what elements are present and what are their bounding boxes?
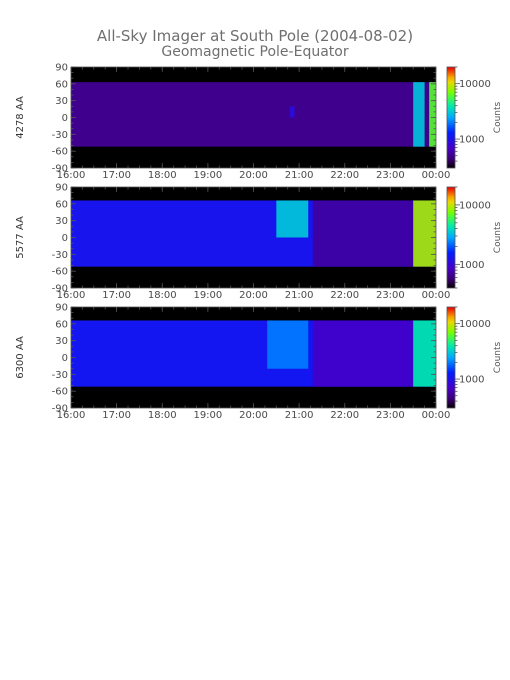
colorbar [447,67,455,168]
y-tick-label: 90 [55,303,68,314]
colorbar-tick-label: 1000 [459,260,484,271]
y-tick-label: 60 [55,319,68,330]
y-tick-label: 90 [55,183,68,194]
colorbar-label: Counts [493,221,503,253]
x-tick-label: 16:00 [57,170,86,181]
x-tick-label: 19:00 [193,170,222,181]
colorbar-frame [446,186,456,289]
y-tick-label: -30 [52,130,68,141]
colorbar-frame [446,66,456,169]
y-tick-label: 90 [55,63,68,74]
y-tick-label: -60 [52,147,68,158]
y-tick-label: -90 [52,164,68,175]
x-tick-label: 18:00 [148,170,177,181]
heatmap-feature [413,320,436,387]
colorbar-label: Counts [493,101,503,133]
heatmap-band [71,82,436,147]
y-tick-label: 30 [55,216,68,227]
colorbar [447,187,455,288]
x-tick-label: 21:00 [285,290,314,301]
colorbar-tick-label: 10000 [459,200,491,211]
heatmap-feature [267,320,309,369]
panel-label: 5577 AA [15,216,26,259]
x-tick-label: 20:00 [239,410,268,421]
x-tick-label: 21:00 [285,170,314,181]
heatmap-feature [413,82,425,147]
y-tick-label: -60 [52,387,68,398]
y-tick-label: 0 [62,353,68,364]
heatmap-feature [312,200,414,267]
colorbar-label: Counts [493,341,503,373]
colorbar-frame [446,306,456,409]
x-tick-label: 16:00 [57,410,86,421]
colorbar-tick-label: 10000 [459,79,491,90]
x-tick-label: 22:00 [330,410,359,421]
colorbar-tick-label: 1000 [459,375,484,386]
x-tick-label: 00:00 [422,410,451,421]
x-tick-label: 23:00 [376,410,405,421]
x-tick-label: 00:00 [422,290,451,301]
chart-subtitle: Geomagnetic Pole-Equator [161,44,348,60]
x-tick-label: 23:00 [376,170,405,181]
heatmap-feature [312,320,414,387]
y-tick-label: -60 [52,267,68,278]
x-tick-label: 21:00 [285,410,314,421]
y-tick-label: -90 [52,404,68,415]
x-tick-label: 20:00 [239,290,268,301]
y-tick-label: 0 [62,233,68,244]
colorbar-tick-label: 1000 [459,135,484,146]
x-tick-label: 22:00 [330,290,359,301]
y-tick-label: -90 [52,284,68,295]
x-tick-label: 17:00 [102,290,131,301]
heatmap-feature [413,200,436,267]
y-tick-label: -30 [52,370,68,381]
x-tick-label: 19:00 [193,410,222,421]
x-tick-label: 16:00 [57,290,86,301]
y-tick-label: 60 [55,199,68,210]
x-tick-label: 00:00 [422,170,451,181]
heatmap-feature [290,106,295,118]
x-tick-label: 18:00 [148,290,177,301]
y-tick-label: -30 [52,250,68,261]
heatmap-feature [276,200,309,238]
x-tick-label: 23:00 [376,290,405,301]
y-tick-label: 30 [55,336,68,347]
panel-label: 4278 AA [15,96,26,139]
chart-title: All-Sky Imager at South Pole (2004-08-02… [97,27,413,45]
x-tick-label: 17:00 [102,170,131,181]
x-tick-label: 18:00 [148,410,177,421]
x-tick-label: 20:00 [239,170,268,181]
y-tick-label: 0 [62,113,68,124]
colorbar-tick-label: 10000 [459,319,491,330]
panel-label: 6300 AA [15,336,26,379]
x-tick-label: 22:00 [330,170,359,181]
colorbar [447,307,455,408]
x-tick-label: 17:00 [102,410,131,421]
heatmap-feature [429,82,436,147]
x-tick-label: 19:00 [193,290,222,301]
y-tick-label: 30 [55,96,68,107]
y-tick-label: 60 [55,79,68,90]
